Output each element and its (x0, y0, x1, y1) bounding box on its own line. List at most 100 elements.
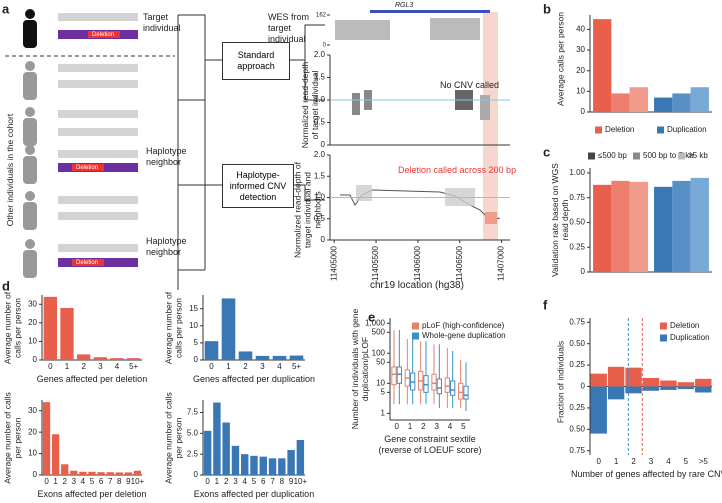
legend-label: Deletion (670, 321, 699, 330)
bar (133, 470, 142, 475)
bar (278, 458, 286, 475)
y-axis-label: Average calls per person (555, 11, 565, 106)
legend-swatch (588, 152, 595, 160)
y-tick-label: 1 (381, 408, 386, 417)
y-tick-label: 10 (376, 378, 385, 387)
bar (593, 19, 612, 113)
y-tick-label: 0 (581, 382, 586, 391)
y-tick-label: 0 (194, 470, 199, 479)
box (458, 382, 464, 400)
y-tick-label: 100 (372, 348, 386, 357)
x-tick-label: 11405500 (371, 245, 380, 281)
legend-label: Deletion (605, 125, 634, 134)
bar (607, 386, 625, 400)
y-tick-label: 1.0 (314, 193, 326, 202)
y-tick-label: 1.5 (314, 73, 326, 82)
cohort-label: Other individuals in the cohort (5, 113, 15, 227)
x-tick-label: 4 (448, 422, 453, 431)
bar (629, 181, 648, 272)
x-axis-label: Genes affected per duplication (193, 374, 315, 384)
y-tick-label: 5 (381, 387, 386, 396)
y-tick-label: 1.5 (314, 171, 326, 180)
y-tick-label: 1.0 (314, 95, 326, 104)
deletion-label: Deletion (92, 32, 115, 38)
x-tick-label: 11406000 (413, 245, 422, 281)
bar (268, 458, 277, 475)
bar (654, 186, 673, 272)
bar (204, 341, 219, 360)
bar (695, 378, 712, 387)
bar (677, 382, 695, 387)
legend-label: pLoF (high-confidence) (422, 321, 505, 330)
y-tick-label: 20 (576, 66, 585, 75)
y-tick-label: 2.0 (314, 150, 326, 159)
x-tick-label: 4 (243, 477, 248, 486)
panel-letter: f (543, 297, 548, 312)
x-tick-label: 0 (394, 422, 399, 431)
bar (60, 308, 74, 360)
y-tick-label: 0.25 (569, 242, 585, 251)
bar (77, 354, 91, 360)
x-tick-label: 0 (44, 477, 49, 486)
x-tick-label: 9 (289, 477, 294, 486)
x-tick-label: 7 (270, 477, 275, 486)
y-tick-label: 0.5 (314, 118, 326, 127)
coverage-tick-label: 162 (316, 13, 327, 19)
plot3-note: Deletion called across 200 bp (398, 165, 517, 175)
box (444, 377, 450, 393)
y-tick-label: 0.50 (569, 424, 585, 433)
informed-box: Haplotype-informed CNV detection (222, 164, 294, 208)
y-tick-label: 30 (28, 299, 37, 308)
bar (611, 180, 630, 272)
y-tick-label: 0 (581, 107, 586, 116)
bar (625, 367, 642, 387)
x-tick-label: 4 (115, 362, 120, 371)
x-tick-label: 2 (631, 457, 636, 466)
x-tick-label: 6 (99, 477, 104, 486)
y-tick-label: 15 (189, 304, 198, 313)
x-tick-label: 5+ (292, 362, 301, 371)
bar (642, 377, 660, 387)
legend-label: ≤500 bp (598, 151, 627, 160)
bar (642, 386, 660, 391)
x-tick-label: 5 (90, 477, 95, 486)
bar (296, 440, 305, 475)
y-tick-label: 0 (33, 355, 38, 364)
bar (629, 87, 648, 112)
y-tick-label: 40 (576, 25, 585, 34)
x-tick-label: 5 (461, 422, 466, 431)
x-axis-label: Number of genes affected by rare CNVs (571, 469, 722, 479)
box (463, 385, 469, 400)
bar (127, 358, 141, 360)
x-tick-label: 0 (209, 362, 214, 371)
bar (97, 472, 105, 475)
x-tick-label: 0 (48, 362, 53, 371)
x-tick-label: 1 (53, 477, 58, 486)
y-tick-label: 0 (321, 140, 326, 149)
x-tick-label: 0 (205, 477, 210, 486)
x-tick-label: 3 (434, 422, 439, 431)
x-tick-label: 3 (72, 477, 77, 486)
x-tick-label: 8 (280, 477, 285, 486)
target-label: Target individual (143, 12, 181, 33)
box (396, 366, 402, 384)
legend-swatch (660, 322, 667, 330)
bar (203, 430, 212, 475)
x-tick-label: 3 (98, 362, 103, 371)
y-tick-label: 0.50 (569, 218, 585, 227)
bar (660, 380, 677, 387)
bar (42, 402, 51, 475)
legend-swatch (657, 126, 664, 134)
y-tick-label: 5.0 (187, 428, 199, 437)
legend-label: Whole-gene duplication (422, 331, 506, 340)
legend-swatch (412, 332, 419, 340)
x-tick-label: 1 (408, 422, 413, 431)
y-tick-label: 0 (33, 470, 38, 479)
bar (654, 97, 673, 112)
y-tick-label: 0.5 (314, 214, 326, 223)
bar (250, 455, 258, 475)
box (391, 366, 397, 386)
y-tick-label: 2.0 (314, 50, 326, 59)
